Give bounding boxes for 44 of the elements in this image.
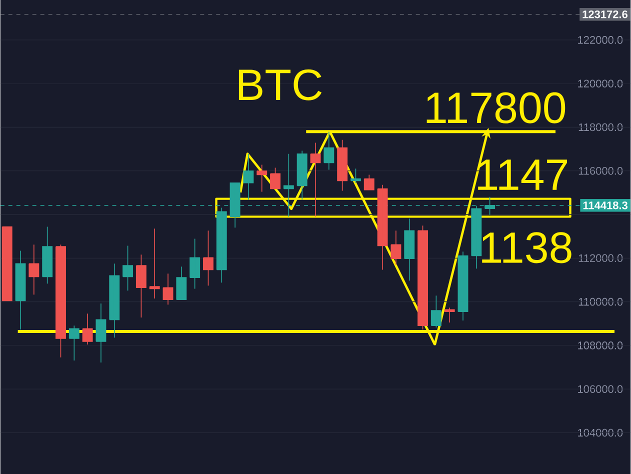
y-tick-label: 120000.0 xyxy=(578,80,623,88)
candlestick xyxy=(28,244,40,295)
candlestick xyxy=(96,302,106,363)
candlestick xyxy=(404,218,415,281)
candlestick xyxy=(458,251,468,321)
candlestick xyxy=(337,139,348,191)
candlestick xyxy=(270,167,281,189)
candlestick xyxy=(377,184,388,270)
annotation: BTC xyxy=(238,69,322,100)
candlestick xyxy=(310,142,321,217)
y-tick-label: 108000.0 xyxy=(578,341,623,350)
candlestick xyxy=(82,312,93,345)
annotation: 1147 xyxy=(478,159,568,190)
candlestick xyxy=(68,324,80,361)
ref-line-label: 117800 xyxy=(426,92,566,124)
candlestick xyxy=(190,238,200,289)
y-tick-label: 122000.0 xyxy=(578,36,623,44)
candlestick xyxy=(162,273,174,305)
candlestick xyxy=(418,225,428,330)
candlestick xyxy=(176,266,187,300)
y-tick-label: 106000.0 xyxy=(578,385,623,393)
annotation: 1138 xyxy=(482,232,572,264)
candlestick xyxy=(350,168,361,184)
candlestick xyxy=(149,228,160,299)
ref-line-label: 114418.3 xyxy=(583,201,628,210)
candlestick xyxy=(364,174,374,190)
candlestick xyxy=(42,226,53,284)
candlestick xyxy=(216,207,227,283)
candlestick xyxy=(122,245,134,291)
candlestick xyxy=(243,153,254,200)
candlestick xyxy=(109,263,120,338)
candlestick xyxy=(471,205,482,269)
candlestick xyxy=(256,164,268,192)
candlestick xyxy=(430,295,442,328)
candlestick xyxy=(324,131,334,170)
ref-line-label: 123172.6 xyxy=(582,10,628,18)
candlestick xyxy=(2,226,12,301)
candlestick xyxy=(136,254,146,318)
candlestick xyxy=(203,230,214,286)
candlestick xyxy=(444,307,455,323)
candlestick xyxy=(15,250,26,330)
candlestick xyxy=(56,244,66,358)
candlestick xyxy=(296,150,308,200)
candlestick xyxy=(390,230,402,265)
